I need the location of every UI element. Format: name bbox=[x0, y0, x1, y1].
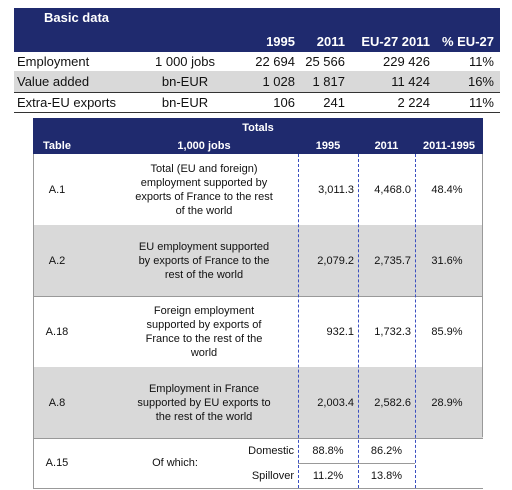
row-label: Extra-EU exports bbox=[17, 94, 116, 110]
column-header: 2011-1995 bbox=[423, 140, 475, 152]
table-id: A.1 bbox=[48, 183, 66, 196]
value: 1 028 bbox=[262, 74, 295, 89]
rule bbox=[14, 112, 500, 113]
breakdown-label: Of which: bbox=[152, 457, 198, 469]
rule bbox=[298, 463, 415, 464]
totals-header bbox=[33, 118, 483, 154]
value: 2,735.7 bbox=[374, 254, 411, 267]
column-header: 1,000 jobs bbox=[177, 140, 231, 152]
row-label: Value added bbox=[17, 74, 90, 89]
value: 2,582.6 bbox=[374, 396, 411, 409]
rule bbox=[33, 296, 483, 297]
unit: bn-EUR bbox=[161, 74, 209, 89]
left-border bbox=[33, 154, 34, 488]
value: 11% bbox=[468, 94, 494, 110]
value: 2,079.2 bbox=[317, 254, 354, 267]
basic-header bbox=[14, 8, 500, 52]
description: Total (EU and foreign) employment suppor… bbox=[135, 162, 273, 217]
table-id: A.2 bbox=[48, 254, 66, 267]
value: 2 224 bbox=[397, 94, 430, 110]
value: 25 566 bbox=[305, 54, 345, 69]
row-shade bbox=[33, 367, 483, 438]
divider bbox=[415, 154, 416, 488]
value: 932.1 bbox=[326, 325, 354, 338]
rule bbox=[33, 488, 483, 489]
right-border bbox=[482, 154, 483, 437]
divider bbox=[358, 154, 359, 488]
value: 3,011.3 bbox=[318, 183, 354, 196]
table-id: A.8 bbox=[48, 396, 66, 409]
column-header: 2011 bbox=[374, 140, 399, 152]
description: EU employment supported by exports of Fr… bbox=[138, 240, 270, 281]
row-label: Employment bbox=[17, 54, 90, 69]
column-header: 2011 bbox=[316, 33, 345, 49]
row-shade bbox=[14, 71, 500, 92]
value: 31.6% bbox=[431, 254, 463, 267]
sub-label: Spillover bbox=[251, 469, 294, 482]
column-header: 1995 bbox=[315, 140, 341, 152]
value: 1,732.3 bbox=[374, 325, 411, 338]
value: 88.8% bbox=[312, 444, 344, 457]
value: 11% bbox=[468, 54, 494, 69]
basic-title: Basic data bbox=[44, 10, 110, 25]
value: 229 426 bbox=[383, 54, 430, 69]
value: 28.9% bbox=[431, 396, 463, 409]
value: 16% bbox=[467, 74, 494, 89]
value: 13.8% bbox=[370, 469, 403, 482]
value: 11 424 bbox=[391, 74, 430, 89]
totals-title: Totals bbox=[242, 122, 274, 134]
value: 86.2% bbox=[370, 444, 403, 457]
value: 48.4% bbox=[431, 183, 463, 196]
value: 22 694 bbox=[255, 54, 295, 69]
divider bbox=[298, 154, 299, 488]
sub-label: Domestic bbox=[248, 444, 294, 457]
unit: bn-EUR bbox=[161, 94, 209, 110]
table-id: A.18 bbox=[45, 325, 69, 338]
column-header: % EU-27 bbox=[441, 33, 494, 49]
unit: 1 000 jobs bbox=[155, 54, 215, 69]
description: Foreign employment supported by exports … bbox=[145, 304, 263, 359]
value: 241 bbox=[323, 94, 345, 110]
value: 1 817 bbox=[312, 74, 345, 89]
column-header: 1995 bbox=[266, 33, 295, 49]
value: 106 bbox=[273, 94, 295, 110]
value: 85.9% bbox=[431, 325, 463, 338]
value: 4,468.0 bbox=[374, 183, 411, 196]
table-id: A.15 bbox=[45, 457, 69, 469]
row-shade bbox=[33, 225, 483, 296]
rule bbox=[14, 92, 500, 93]
value: 11.2% bbox=[312, 469, 344, 482]
column-header: Table bbox=[43, 140, 71, 152]
column-header: EU-27 2011 bbox=[361, 33, 430, 49]
rule bbox=[33, 438, 483, 439]
value: 2,003.4 bbox=[317, 396, 354, 409]
description: Employment in France supported by EU exp… bbox=[137, 382, 271, 423]
